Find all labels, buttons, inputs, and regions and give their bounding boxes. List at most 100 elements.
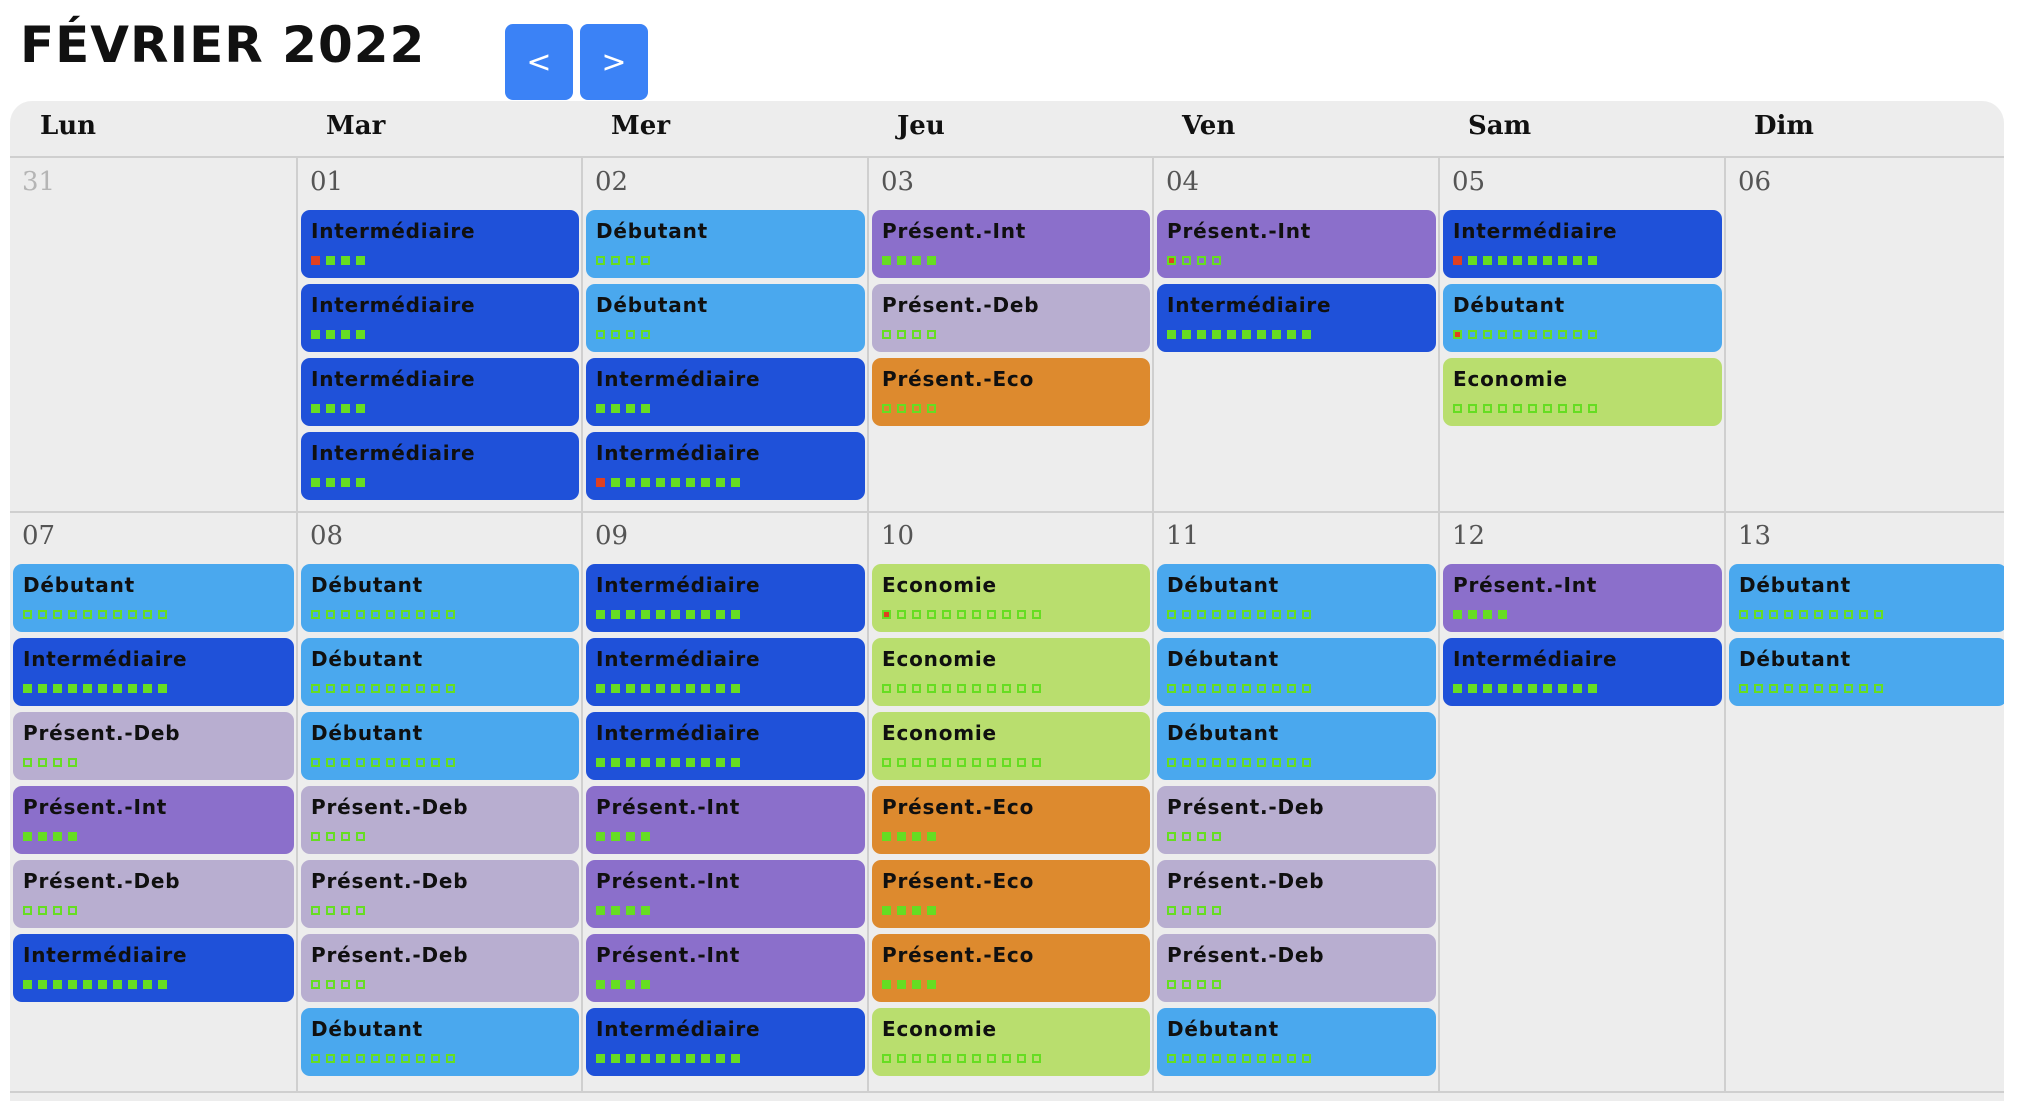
- attendance-dot: [1302, 330, 1311, 339]
- event-item[interactable]: Présent.-Deb: [1157, 860, 1436, 928]
- event-item[interactable]: Présent.-Deb: [301, 786, 579, 854]
- event-item[interactable]: Intermédiaire: [586, 432, 865, 500]
- attendance-dot: [1227, 758, 1236, 767]
- event-item[interactable]: Débutant: [13, 564, 294, 632]
- event-item[interactable]: Présent.-Deb: [301, 934, 579, 1002]
- attendance-dot: [1769, 684, 1778, 693]
- event-item[interactable]: Intermédiaire: [586, 1008, 865, 1076]
- event-item[interactable]: Intermédiaire: [301, 358, 579, 426]
- event-item[interactable]: Présent.-Deb: [1157, 934, 1436, 1002]
- attendance-dot: [113, 684, 122, 693]
- event-item[interactable]: Présent.-Deb: [1157, 786, 1436, 854]
- attendance-dot: [611, 758, 620, 767]
- event-label: Intermédiaire: [311, 219, 476, 243]
- day-cell[interactable]: 07 Débutant Intermédiaire Présent.-Deb Prése…: [10, 511, 296, 1091]
- event-item[interactable]: Economie: [872, 564, 1150, 632]
- attendance-dot: [656, 1054, 665, 1063]
- day-number: 11: [1166, 521, 1200, 551]
- event-item[interactable]: Présent.-Int: [586, 786, 865, 854]
- event-item[interactable]: Débutant: [301, 1008, 579, 1076]
- month-title: FÉVRIER 2022: [20, 16, 426, 74]
- event-item[interactable]: Présent.-Int: [1443, 564, 1722, 632]
- event-item[interactable]: Intermédiaire: [586, 638, 865, 706]
- day-cell[interactable]: 11 Débutant Débutant Débutant Présent.-Deb Pr…: [1152, 511, 1438, 1091]
- event-item[interactable]: Intermédiaire: [586, 564, 865, 632]
- event-item[interactable]: Intermédiaire: [586, 358, 865, 426]
- day-cell[interactable]: 06: [1724, 157, 2004, 511]
- attendance-dot: [897, 758, 906, 767]
- day-events: Présent.-Int Intermédiaire: [1443, 564, 1722, 712]
- event-item[interactable]: Présent.-Eco: [872, 358, 1150, 426]
- day-cell[interactable]: 02 Débutant Débutant Intermédiaire Intermédi…: [581, 157, 867, 511]
- day-cell[interactable]: 10 Economie Economie Economie Présent.-Eco Pr…: [867, 511, 1152, 1091]
- day-cell[interactable]: 08 Débutant Débutant Débutant Présent.-Deb Pr…: [296, 511, 581, 1091]
- day-cell[interactable]: 04 Présent.-Int Intermédiaire: [1152, 157, 1438, 511]
- day-cell[interactable]: 03 Présent.-Int Présent.-Deb Présent.-Eco: [867, 157, 1152, 511]
- day-cell[interactable]: 31: [10, 157, 296, 511]
- event-item[interactable]: Intermédiaire: [1443, 210, 1722, 278]
- attendance-dot: [987, 684, 996, 693]
- event-item[interactable]: Présent.-Deb: [872, 284, 1150, 352]
- event-item[interactable]: Intermédiaire: [13, 638, 294, 706]
- event-item[interactable]: Intermédiaire: [13, 934, 294, 1002]
- event-item[interactable]: Débutant: [1157, 638, 1436, 706]
- event-item[interactable]: Débutant: [1157, 564, 1436, 632]
- event-item[interactable]: Economie: [872, 1008, 1150, 1076]
- event-item[interactable]: Présent.-Deb: [13, 860, 294, 928]
- event-item[interactable]: Débutant: [586, 210, 865, 278]
- event-item[interactable]: Présent.-Eco: [872, 786, 1150, 854]
- event-item[interactable]: Débutant: [301, 564, 579, 632]
- day-cell[interactable]: 12 Présent.-Int Intermédiaire: [1438, 511, 1724, 1091]
- attendance-dots: [23, 906, 77, 915]
- event-item[interactable]: Débutant: [301, 712, 579, 780]
- attendance-dots: [882, 256, 936, 265]
- event-item[interactable]: Débutant: [1729, 564, 2004, 632]
- attendance-dot: [626, 980, 635, 989]
- attendance-dot: [596, 906, 605, 915]
- event-item[interactable]: Economie: [872, 638, 1150, 706]
- event-item[interactable]: Intermédiaire: [1443, 638, 1722, 706]
- event-item[interactable]: Débutant: [586, 284, 865, 352]
- event-item[interactable]: Présent.-Deb: [13, 712, 294, 780]
- event-label: Débutant: [23, 573, 135, 597]
- event-item[interactable]: Intermédiaire: [301, 284, 579, 352]
- attendance-dot: [611, 330, 620, 339]
- next-month-button[interactable]: >: [580, 24, 648, 100]
- event-item[interactable]: Présent.-Int: [13, 786, 294, 854]
- attendance-dots: [311, 684, 455, 693]
- attendance-dot: [912, 758, 921, 767]
- event-item[interactable]: Economie: [1443, 358, 1722, 426]
- attendance-dot: [128, 684, 137, 693]
- event-item[interactable]: Intermédiaire: [586, 712, 865, 780]
- attendance-dot: [1814, 684, 1823, 693]
- event-item[interactable]: Economie: [872, 712, 1150, 780]
- event-item[interactable]: Intermédiaire: [301, 210, 579, 278]
- attendance-dot: [311, 330, 320, 339]
- prev-month-button[interactable]: <: [505, 24, 573, 100]
- event-item[interactable]: Présent.-Int: [586, 934, 865, 1002]
- event-item[interactable]: Présent.-Eco: [872, 860, 1150, 928]
- event-item[interactable]: Présent.-Int: [586, 860, 865, 928]
- event-item[interactable]: Débutant: [1729, 638, 2004, 706]
- event-item[interactable]: Débutant: [1157, 712, 1436, 780]
- attendance-dots: [596, 832, 650, 841]
- attendance-dot: [641, 610, 650, 619]
- event-item[interactable]: Débutant: [1443, 284, 1722, 352]
- event-item[interactable]: Présent.-Int: [872, 210, 1150, 278]
- day-cell[interactable]: 13 Débutant Débutant: [1724, 511, 2004, 1091]
- attendance-dots: [311, 980, 365, 989]
- day-cell[interactable]: 05 Intermédiaire Débutant Economie: [1438, 157, 1724, 511]
- event-item[interactable]: Débutant: [1157, 1008, 1436, 1076]
- event-item[interactable]: Présent.-Deb: [301, 860, 579, 928]
- event-item[interactable]: Débutant: [301, 638, 579, 706]
- attendance-dot: [1167, 832, 1176, 841]
- day-cell[interactable]: 01 Intermédiaire Intermédiaire Intermédiair…: [296, 157, 581, 511]
- attendance-dot: [23, 684, 32, 693]
- event-item[interactable]: Intermédiaire: [301, 432, 579, 500]
- event-item[interactable]: Intermédiaire: [1157, 284, 1436, 352]
- event-item[interactable]: Présent.-Int: [1157, 210, 1436, 278]
- event-item[interactable]: Présent.-Eco: [872, 934, 1150, 1002]
- attendance-dot: [1513, 330, 1522, 339]
- day-cell[interactable]: 09 Intermédiaire Intermédiaire Intermédiair…: [581, 511, 867, 1091]
- attendance-dot: [311, 906, 320, 915]
